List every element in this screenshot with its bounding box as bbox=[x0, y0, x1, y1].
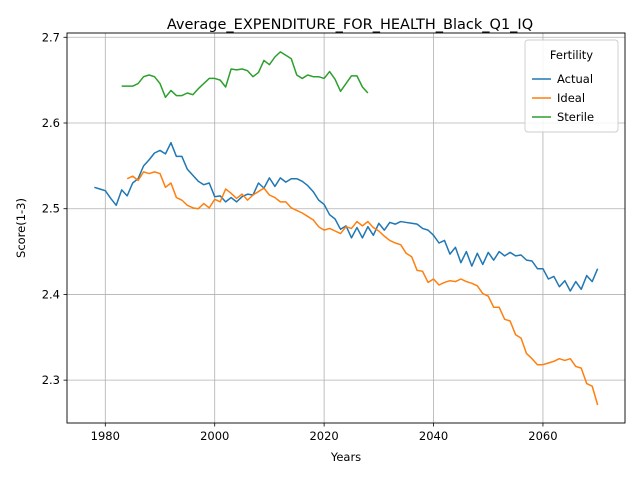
chart-title: Average_EXPENDITURE_FOR_HEALTH_Black_Q1_… bbox=[167, 17, 533, 33]
legend-title: Fertility bbox=[550, 48, 593, 62]
plot-frame bbox=[66, 32, 626, 424]
y-tick-label: 2.6 bbox=[42, 116, 60, 130]
y-axis-label: Score(1-3) bbox=[14, 198, 28, 258]
legend-label-sterile: Sterile bbox=[557, 110, 594, 124]
legend-label-actual: Actual bbox=[557, 72, 593, 86]
x-tick-label: 2060 bbox=[528, 429, 557, 443]
x-tick-label: 2000 bbox=[200, 429, 229, 443]
series-line-sterile bbox=[121, 51, 369, 99]
legend: Fertility Actual Ideal Sterile bbox=[524, 39, 619, 133]
y-axis-ticks: 2.3 2.4 2.5 2.6 2.7 bbox=[42, 30, 67, 387]
series-line-ideal bbox=[126, 171, 599, 406]
legend-box bbox=[524, 39, 619, 133]
y-tick-label: 2.7 bbox=[42, 30, 60, 44]
x-tick-label: 1980 bbox=[91, 429, 120, 443]
y-tick-label: 2.5 bbox=[42, 202, 60, 216]
x-axis-label: Years bbox=[330, 450, 361, 464]
y-tick-label: 2.4 bbox=[42, 287, 60, 301]
x-tick-label: 2040 bbox=[419, 429, 448, 443]
legend-label-ideal: Ideal bbox=[557, 91, 585, 105]
x-tick-label: 2020 bbox=[309, 429, 338, 443]
legend-items: Actual Ideal Sterile bbox=[532, 72, 594, 124]
y-tick-label: 2.3 bbox=[42, 373, 60, 387]
series-line-actual bbox=[94, 141, 599, 292]
series-lines bbox=[94, 51, 599, 406]
x-axis-ticks: 1980 2000 2020 2040 2060 bbox=[91, 423, 558, 443]
grid-lines bbox=[67, 33, 625, 423]
